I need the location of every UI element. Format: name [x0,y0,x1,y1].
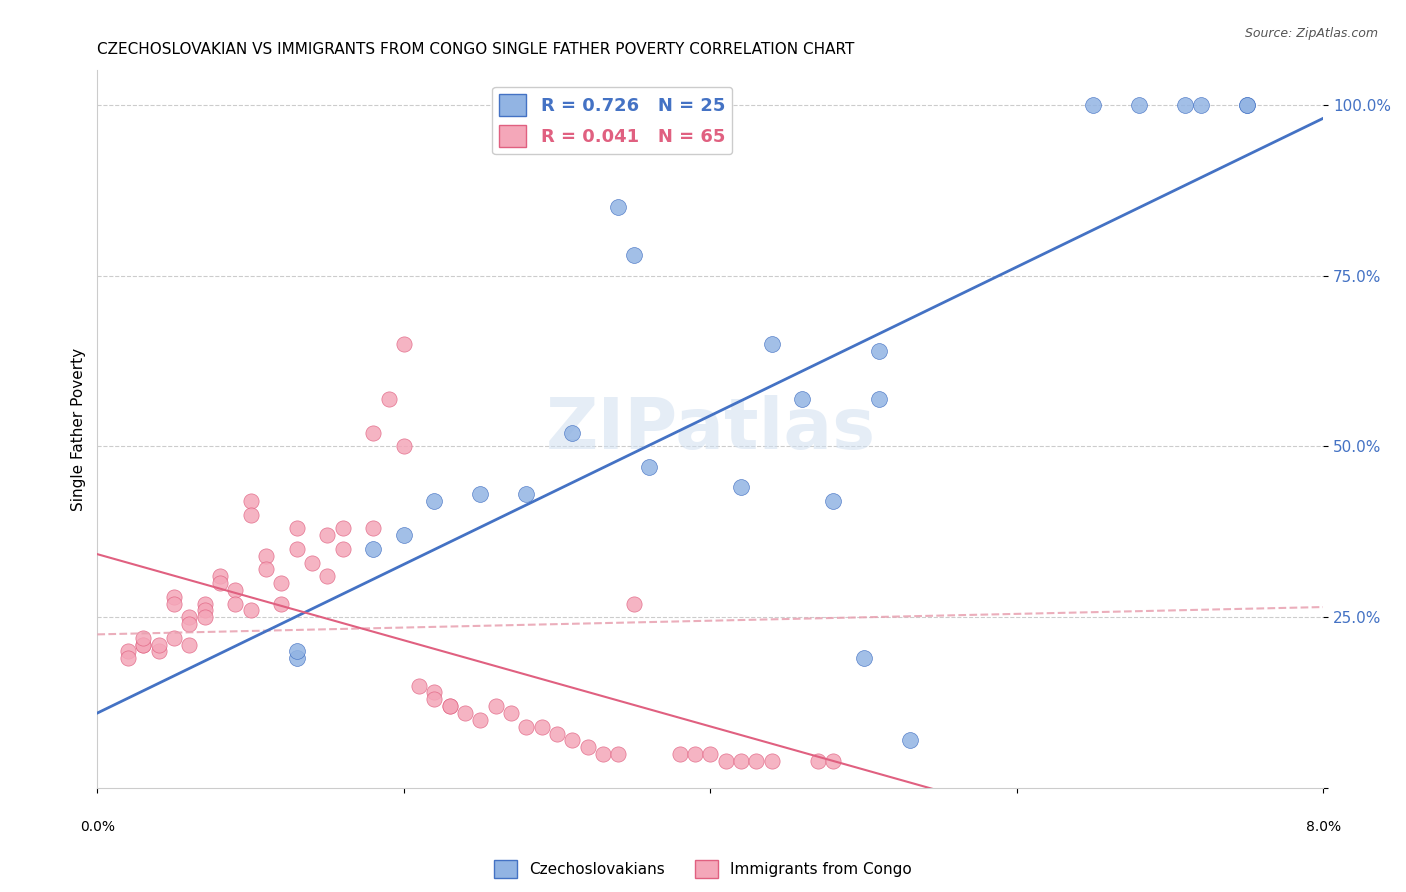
Point [683,747,706,761]
Point [117,651,139,665]
Point [301,556,323,570]
Point [423,494,446,508]
Point [208,576,231,591]
Point [699,747,721,761]
Point [270,576,292,591]
Point [208,569,231,583]
Legend: R = 0.726   N = 25, R = 0.041   N = 65: R = 0.726 N = 25, R = 0.041 N = 65 [492,87,733,154]
Point [148,638,170,652]
Point [194,603,217,617]
Point [761,336,783,351]
Point [761,754,783,768]
Point [868,343,890,358]
Point [485,699,508,714]
Point [285,651,308,665]
Point [332,541,354,556]
Point [332,521,354,535]
Point [1174,97,1197,112]
Point [392,528,415,542]
Point [224,597,246,611]
Point [285,541,308,556]
Point [408,679,430,693]
Point [607,747,630,761]
Point [254,549,277,563]
Point [285,644,308,658]
Point [285,521,308,535]
Point [668,747,690,761]
Point [423,685,446,699]
Point [239,508,262,522]
Point [868,392,890,406]
Point [194,597,217,611]
Point [714,754,737,768]
Point [254,562,277,576]
Point [638,459,661,474]
Text: 0.0%: 0.0% [80,821,115,834]
Text: ZIPatlas: ZIPatlas [546,395,876,464]
Point [1128,97,1150,112]
Point [423,692,446,706]
Point [623,248,645,262]
Point [316,569,339,583]
Point [470,487,492,501]
Point [439,699,461,714]
Point [1083,97,1105,112]
Point [132,631,155,645]
Point [179,617,201,632]
Point [576,740,599,755]
Point [745,754,768,768]
Point [361,541,384,556]
Y-axis label: Single Father Poverty: Single Father Poverty [72,348,86,511]
Point [132,638,155,652]
Point [501,706,523,720]
Point [623,597,645,611]
Point [163,590,186,604]
Point [392,336,415,351]
Point [270,597,292,611]
Point [361,425,384,440]
Text: CZECHOSLOVAKIAN VS IMMIGRANTS FROM CONGO SINGLE FATHER POVERTY CORRELATION CHART: CZECHOSLOVAKIAN VS IMMIGRANTS FROM CONGO… [97,42,855,57]
Point [1189,97,1212,112]
Point [730,480,752,494]
Point [852,651,875,665]
Point [546,726,568,740]
Point [194,610,217,624]
Point [377,392,399,406]
Point [179,610,201,624]
Point [1236,97,1258,112]
Point [148,644,170,658]
Point [239,494,262,508]
Point [179,638,201,652]
Point [730,754,752,768]
Point [561,733,583,747]
Point [821,754,844,768]
Point [163,597,186,611]
Point [530,720,553,734]
Point [1236,97,1258,112]
Point [515,720,537,734]
Point [132,638,155,652]
Point [316,528,339,542]
Point [224,582,246,597]
Point [117,644,139,658]
Point [821,494,844,508]
Point [898,733,921,747]
Point [792,392,814,406]
Text: Source: ZipAtlas.com: Source: ZipAtlas.com [1244,27,1378,40]
Point [439,699,461,714]
Point [361,521,384,535]
Legend: Czechoslovakians, Immigrants from Congo: Czechoslovakians, Immigrants from Congo [488,854,918,884]
Point [239,603,262,617]
Point [454,706,477,720]
Point [561,425,583,440]
Point [515,487,537,501]
Point [163,631,186,645]
Text: 8.0%: 8.0% [1306,821,1341,834]
Point [592,747,614,761]
Point [392,439,415,453]
Point [470,713,492,727]
Point [806,754,828,768]
Point [607,200,630,214]
